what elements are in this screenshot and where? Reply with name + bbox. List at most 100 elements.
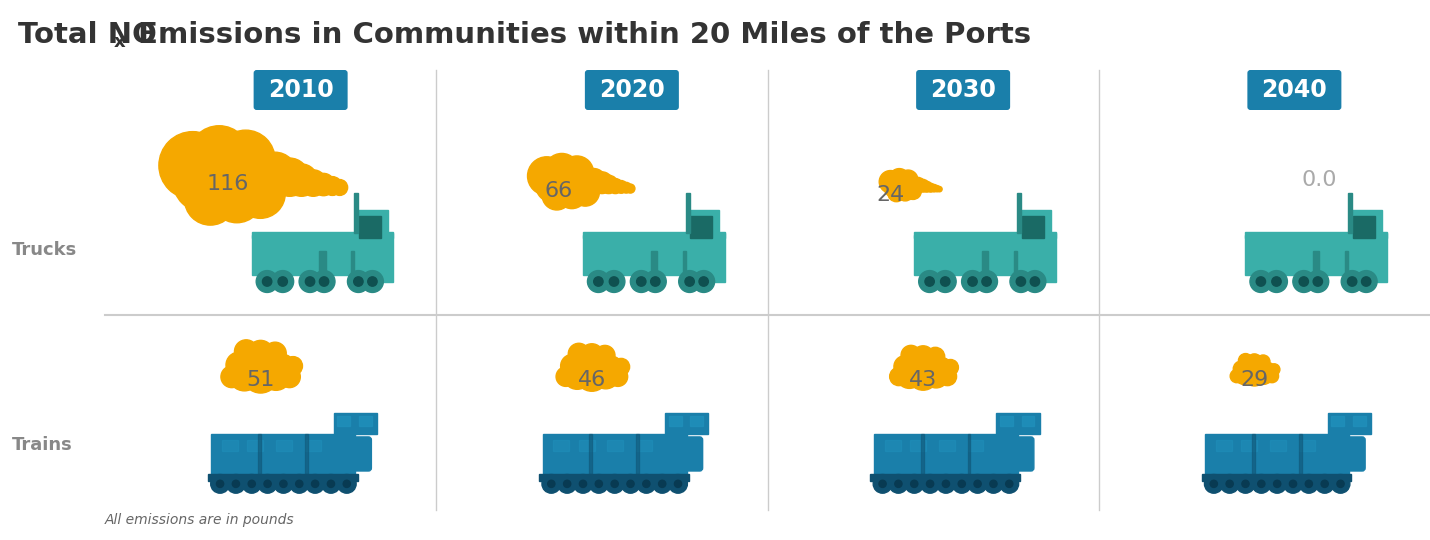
Circle shape [897, 183, 914, 201]
Circle shape [283, 356, 303, 375]
Circle shape [572, 350, 598, 376]
Circle shape [199, 151, 257, 210]
Circle shape [897, 362, 922, 388]
Circle shape [699, 277, 708, 286]
Circle shape [917, 179, 930, 192]
Circle shape [548, 480, 555, 488]
Circle shape [905, 475, 924, 493]
Text: 43: 43 [909, 370, 937, 390]
Circle shape [237, 347, 267, 376]
Circle shape [347, 271, 369, 293]
Bar [1313, 251, 1320, 274]
Bar [1353, 216, 1374, 238]
Circle shape [599, 175, 618, 193]
Circle shape [982, 277, 991, 286]
Circle shape [545, 153, 579, 188]
Circle shape [1030, 277, 1040, 286]
Circle shape [1268, 475, 1287, 493]
Circle shape [265, 480, 272, 488]
Circle shape [898, 170, 918, 190]
FancyBboxPatch shape [917, 70, 1010, 110]
Circle shape [911, 178, 925, 192]
Bar [691, 216, 712, 238]
Circle shape [1331, 475, 1350, 493]
Circle shape [561, 354, 583, 378]
Bar [207, 474, 358, 481]
FancyBboxPatch shape [358, 210, 388, 233]
Circle shape [615, 180, 628, 193]
FancyBboxPatch shape [688, 210, 719, 233]
Circle shape [586, 350, 612, 375]
Bar [359, 416, 372, 426]
Bar [982, 251, 988, 274]
Circle shape [227, 152, 280, 205]
Text: 24: 24 [877, 185, 904, 205]
Circle shape [1241, 480, 1248, 488]
Text: 0.0: 0.0 [1301, 170, 1337, 190]
Circle shape [595, 480, 602, 488]
Circle shape [272, 271, 293, 293]
Circle shape [924, 362, 950, 388]
Circle shape [1284, 475, 1303, 493]
Circle shape [542, 475, 561, 493]
Bar [276, 440, 292, 451]
FancyBboxPatch shape [352, 437, 372, 471]
Circle shape [1274, 480, 1281, 488]
Text: 29: 29 [1240, 370, 1268, 390]
Circle shape [337, 475, 356, 493]
Bar [909, 440, 925, 451]
Circle shape [1234, 366, 1254, 384]
Circle shape [925, 347, 945, 366]
Circle shape [1250, 271, 1271, 293]
Circle shape [556, 367, 576, 387]
Bar [636, 440, 652, 451]
Bar [1270, 440, 1286, 451]
Circle shape [879, 480, 887, 488]
Circle shape [974, 480, 981, 488]
Text: 116: 116 [206, 174, 249, 194]
Circle shape [263, 277, 272, 286]
Circle shape [1251, 358, 1268, 375]
FancyBboxPatch shape [1327, 413, 1371, 434]
Circle shape [911, 480, 918, 488]
FancyBboxPatch shape [1015, 437, 1034, 471]
Circle shape [921, 181, 932, 192]
Circle shape [942, 480, 950, 488]
Circle shape [884, 178, 902, 197]
Circle shape [888, 185, 905, 202]
Circle shape [551, 167, 583, 201]
Circle shape [173, 155, 229, 211]
Bar [355, 193, 359, 233]
Text: Emissions in Communities within 20 Miles of the Ports: Emissions in Communities within 20 Miles… [129, 21, 1031, 49]
Circle shape [229, 359, 260, 391]
Bar [1216, 440, 1231, 451]
Circle shape [581, 344, 603, 367]
Circle shape [368, 277, 378, 286]
Bar [305, 440, 320, 451]
FancyBboxPatch shape [997, 413, 1040, 434]
Bar [921, 434, 924, 474]
Circle shape [222, 366, 243, 388]
Circle shape [1313, 277, 1323, 286]
FancyBboxPatch shape [1015, 233, 1055, 281]
FancyBboxPatch shape [585, 70, 679, 110]
Circle shape [563, 480, 571, 488]
Circle shape [536, 170, 568, 202]
Text: 2020: 2020 [599, 78, 665, 102]
Circle shape [937, 475, 955, 493]
FancyBboxPatch shape [1247, 70, 1341, 110]
Circle shape [931, 357, 952, 379]
Circle shape [1005, 480, 1012, 488]
FancyBboxPatch shape [212, 434, 356, 474]
Circle shape [1341, 271, 1363, 293]
Circle shape [912, 346, 934, 368]
Bar [636, 434, 639, 474]
Circle shape [286, 164, 317, 197]
Circle shape [306, 475, 325, 493]
Circle shape [1253, 475, 1271, 493]
Circle shape [968, 475, 987, 493]
Text: x: x [114, 33, 126, 51]
Circle shape [593, 277, 603, 286]
Circle shape [279, 366, 300, 388]
Circle shape [558, 475, 576, 493]
